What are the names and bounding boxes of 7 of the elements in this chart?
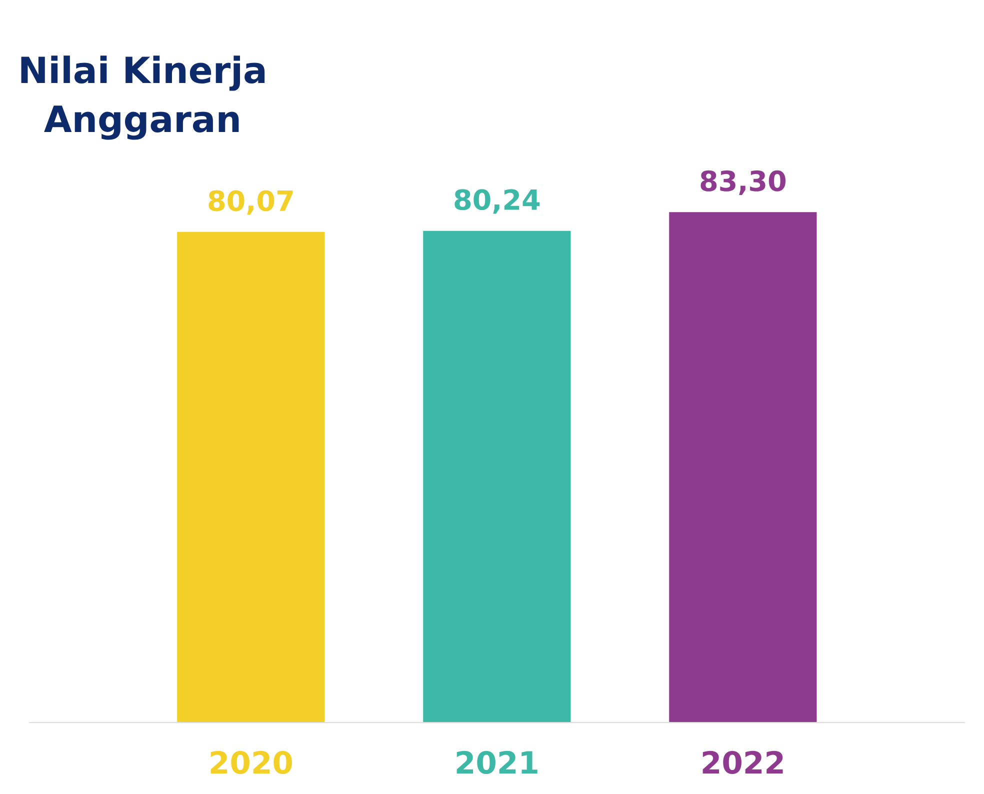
data-label: 80,24: [454, 189, 540, 214]
x-tick-label: 2020: [210, 750, 292, 774]
data-label: 83,30: [700, 170, 786, 195]
x-tick-label: 2021: [456, 750, 538, 774]
x-tick-label: 2022: [702, 750, 783, 774]
data-label: 80,07: [208, 190, 293, 215]
chart-title: Nilai Kinerja Anggaran: [21, 56, 265, 140]
